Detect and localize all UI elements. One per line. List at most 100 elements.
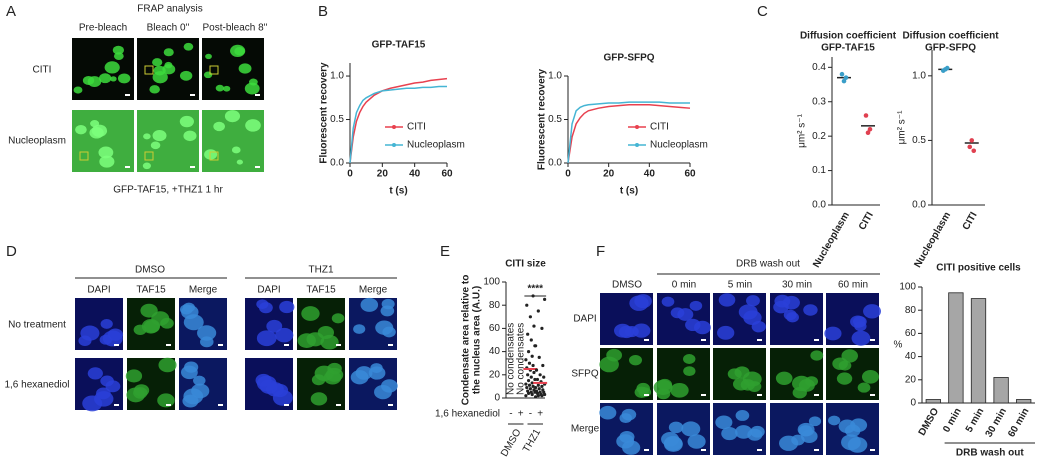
column-label: TAF15: [136, 285, 166, 296]
caption: GFP-TAF15, +THZ1 1 hr: [113, 185, 223, 196]
nucleus: [301, 306, 320, 321]
x-tick-label: 40: [644, 169, 656, 180]
nucleus: [238, 63, 252, 74]
point: [529, 338, 533, 342]
panel-title: FRAP analysis: [137, 4, 202, 15]
group-label: THZ1: [309, 265, 334, 276]
nucleus: [107, 328, 124, 341]
x-tick-label: Nucleoplasm: [811, 210, 852, 269]
nucleus: [374, 384, 392, 400]
point: [865, 130, 871, 136]
legend-marker: [635, 125, 639, 129]
nucleus: [117, 73, 131, 84]
nucleus: [841, 349, 859, 363]
nucleus: [828, 415, 841, 426]
y-axis-label: the nucleus area (A.U.): [472, 286, 483, 394]
x-tick-label: 0 min: [941, 406, 964, 434]
point: [529, 390, 533, 394]
nucleus: [162, 64, 176, 75]
nucleus: [857, 382, 871, 393]
y-tick-label: 1.0: [330, 71, 344, 82]
nucleus: [99, 155, 115, 168]
nucleus: [663, 436, 683, 452]
nucleus: [687, 434, 706, 449]
nucleus: [215, 84, 225, 92]
x-tick-label: Nucleoplasm: [912, 210, 953, 269]
nucleus: [747, 428, 763, 441]
nucleus: [619, 430, 635, 444]
nucleus: [775, 371, 793, 385]
column-label: Merge: [359, 285, 388, 296]
nucleus: [629, 354, 643, 366]
point: [843, 75, 849, 80]
column-label: 0 min: [672, 280, 696, 291]
point: [541, 388, 545, 392]
x-tick-label: 20: [603, 169, 615, 180]
nucleus: [670, 307, 685, 319]
nucleus: [183, 130, 197, 142]
nucleus: [792, 375, 812, 392]
nucleus: [850, 315, 866, 328]
point: [525, 303, 529, 307]
y-tick-label: 0.5: [912, 135, 926, 146]
nucleus: [824, 326, 842, 341]
row-label: 1,6 hexanediol: [4, 380, 69, 391]
nucleus: [151, 311, 170, 326]
point: [867, 126, 873, 132]
panel-label: D: [6, 243, 17, 260]
x-tick-label: CITI: [857, 210, 876, 232]
nucleus: [727, 368, 742, 380]
x-tick-label: 30 min: [984, 406, 1009, 439]
column-label: 5 min: [728, 280, 752, 291]
nucleus: [657, 378, 673, 391]
point: [526, 350, 531, 354]
nucleus: [224, 110, 241, 123]
point: [534, 368, 539, 372]
nucleus: [746, 295, 760, 307]
y-tick-label: 100: [483, 277, 500, 288]
annotation: No condensates: [515, 323, 526, 395]
point: [530, 354, 534, 358]
y-axis-label: Condensate area relative to: [461, 275, 472, 406]
nucleus: [279, 300, 295, 314]
nucleus: [841, 434, 861, 451]
y-tick-label: 40: [905, 351, 917, 362]
y-tick-label: 0: [910, 398, 916, 409]
point: [529, 375, 533, 379]
nucleus: [810, 350, 824, 361]
x-axis-label: DRB wash out: [956, 448, 1024, 459]
point: [525, 385, 529, 390]
y-tick-label: 80: [489, 300, 501, 311]
nucleus: [331, 313, 345, 324]
y-tick-label: 0: [494, 393, 500, 404]
column-label: DAPI: [87, 285, 110, 296]
panel-label: C: [757, 3, 768, 20]
x-tick-label: +: [537, 409, 543, 420]
nucleus: [717, 325, 735, 340]
nucleus: [797, 422, 815, 437]
column-label: Pre-bleach: [79, 23, 127, 34]
y-tick-label: 0.5: [548, 114, 562, 125]
bar: [925, 399, 941, 404]
x-tick-label: 5 min: [964, 406, 987, 434]
panel-label: F: [596, 243, 605, 260]
column-label: 30 min: [782, 280, 812, 291]
column-label: TAF15: [306, 285, 336, 296]
nucleus: [792, 386, 807, 399]
nucleus: [150, 141, 161, 150]
column-label: 60 min: [838, 280, 868, 291]
bar: [970, 298, 987, 404]
nucleus: [375, 320, 394, 335]
nucleus: [360, 297, 379, 312]
point: [841, 78, 847, 84]
y-axis-label: μm² s⁻¹: [797, 113, 808, 147]
point: [534, 385, 538, 390]
y-tick-label: 0.0: [330, 158, 344, 169]
y-tick-label: 20: [489, 369, 501, 380]
point: [967, 144, 973, 150]
nucleus: [203, 71, 213, 79]
annotation: No condensates: [506, 323, 517, 395]
chart-subtitle: GFP-SFPQ: [925, 43, 976, 54]
column-label: Post-bleach 8'': [203, 23, 268, 34]
